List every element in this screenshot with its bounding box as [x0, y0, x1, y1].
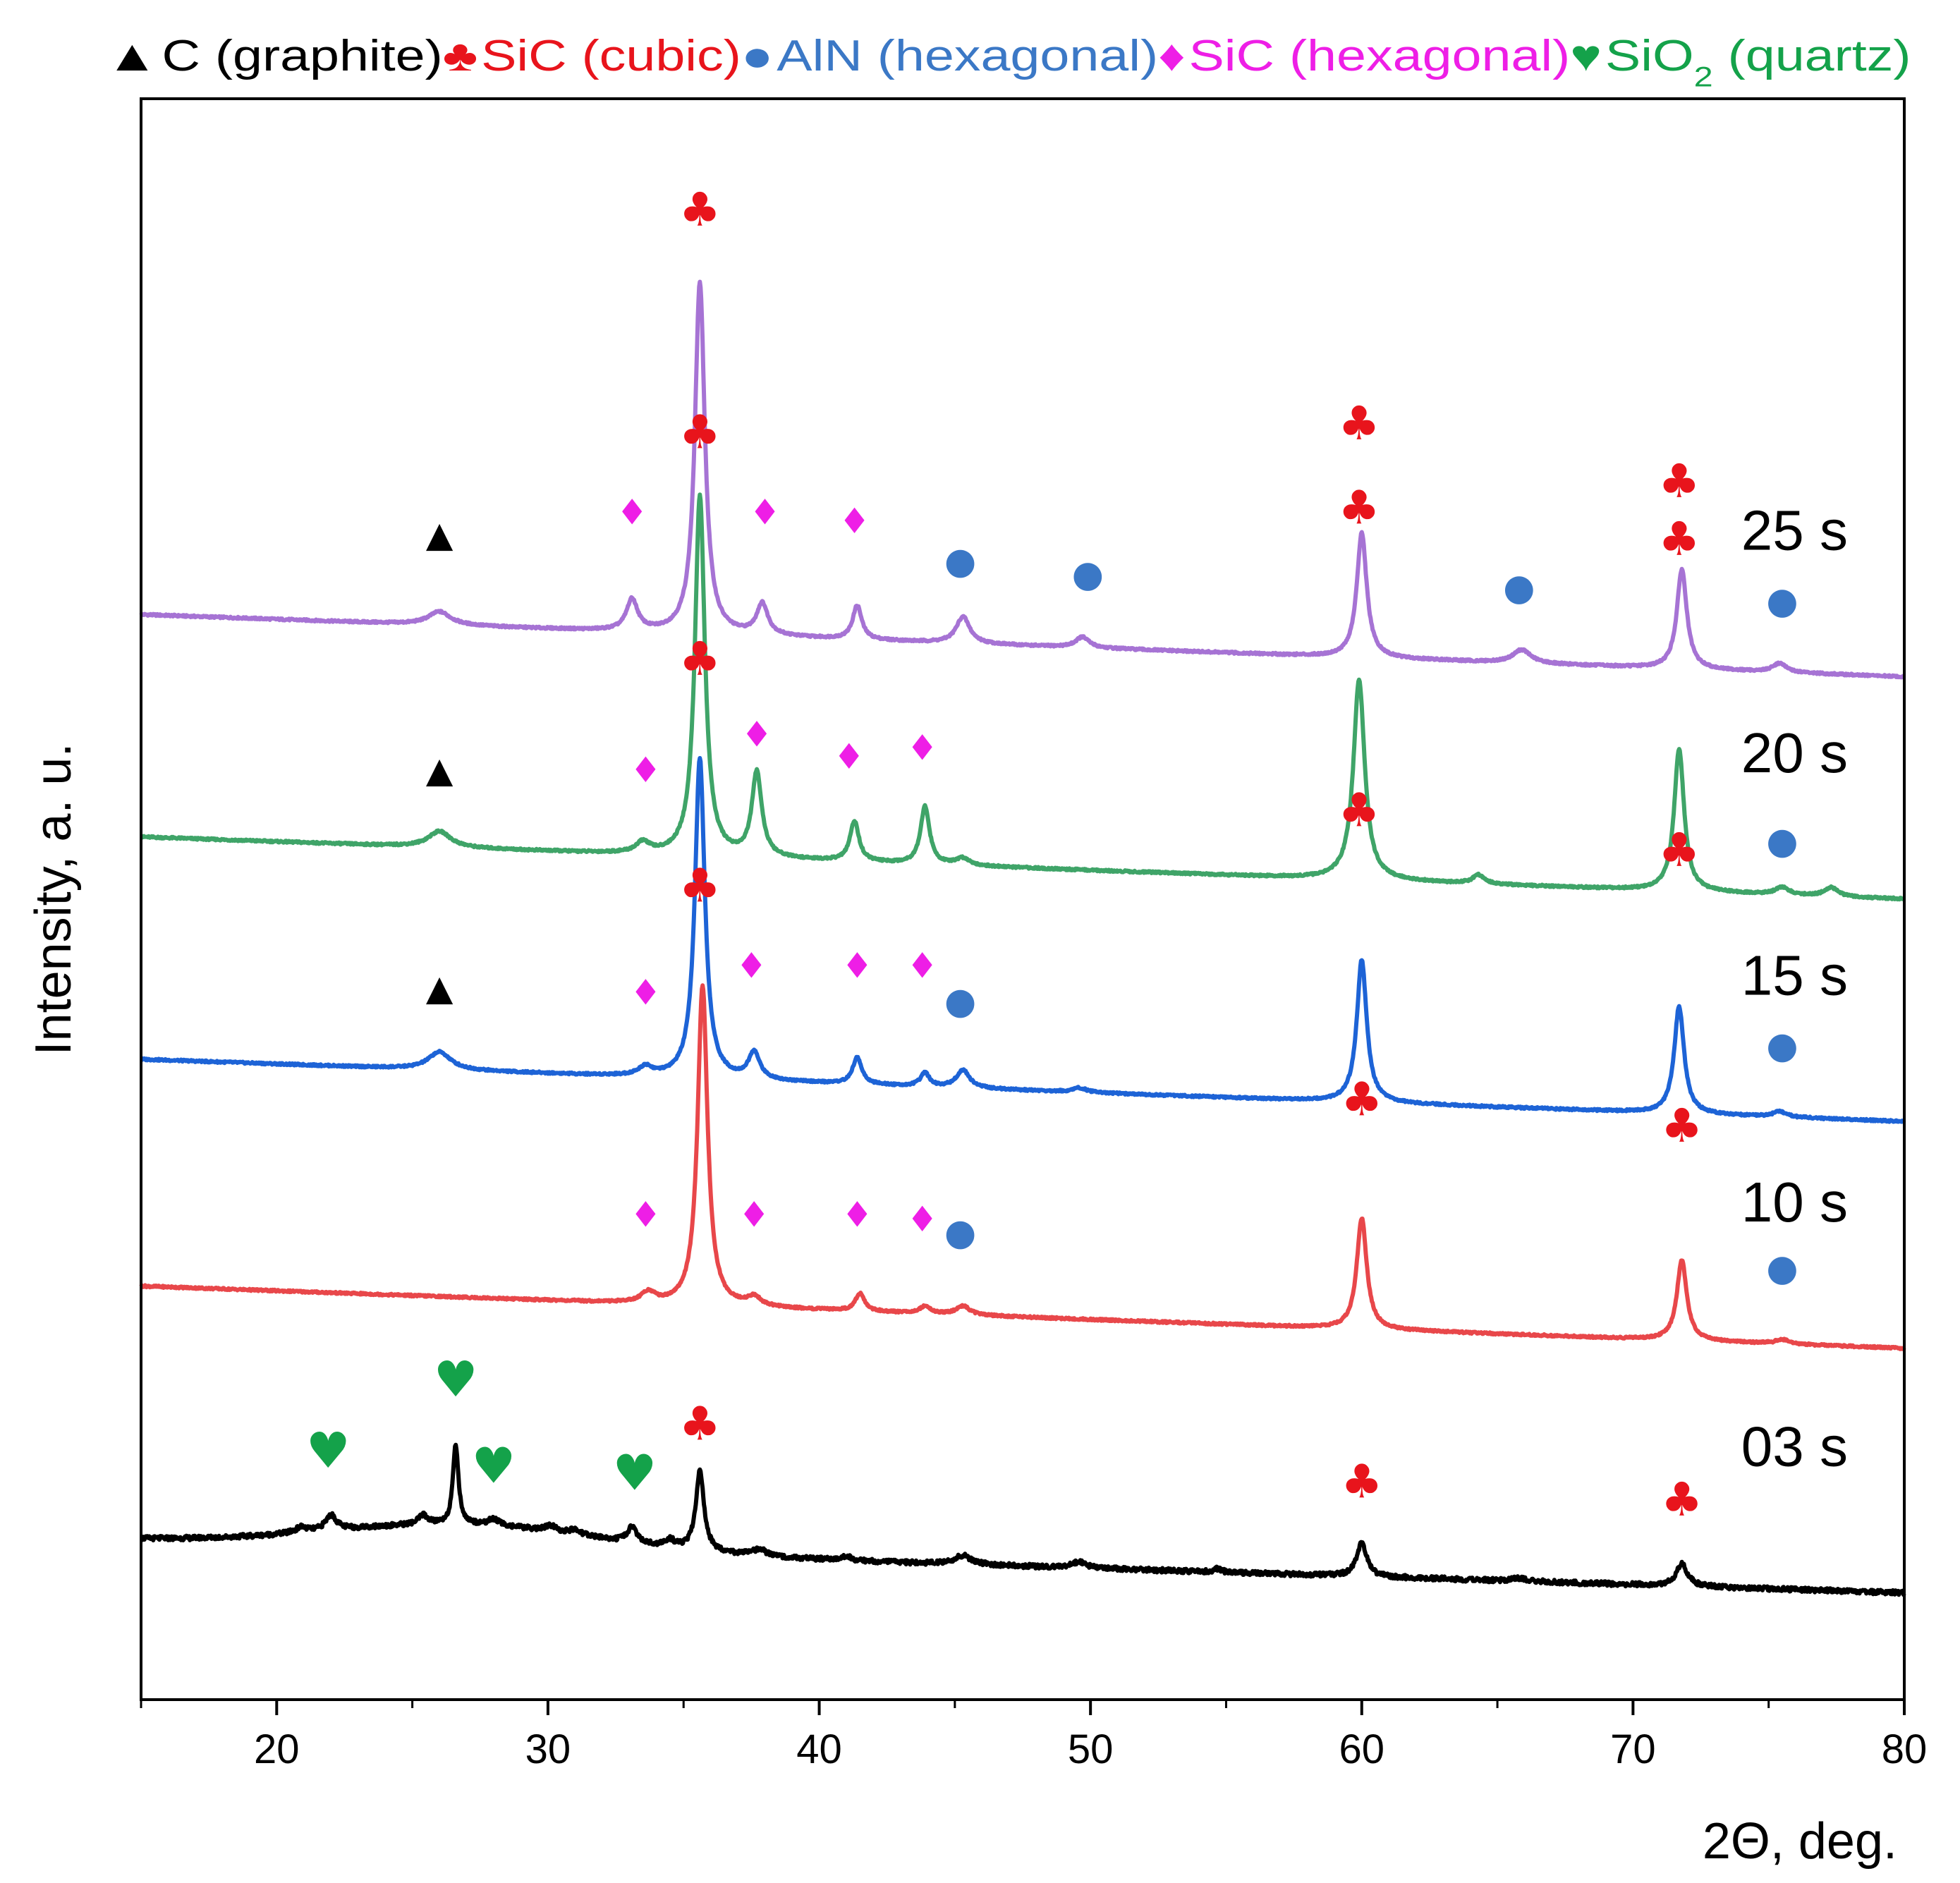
peak-marker-sic_cubic: ♣ [1661, 1099, 1703, 1153]
peak-marker-sic_cubic: ♣ [679, 1397, 721, 1451]
series-label-15s: 15 s [1741, 944, 1848, 1006]
legend-label-tail: (quartz) [1713, 30, 1911, 80]
x-tick-label: 40 [796, 1726, 842, 1772]
series-line-20s [140, 492, 1906, 902]
series-line-25s [139, 279, 1906, 680]
peak-marker-aln_hex: ● [1766, 1025, 1798, 1067]
peak-markers: ▲♦♣♦ ♦● ●♣●♣●▲ ♦♣♦♦ ♦♣♣●▲ ♦♣♦ ♦ ♦●♣♣●♦♣♦ ♦ ♦ ●♣ ♣●♥… [306, 183, 1798, 1527]
peak-marker-sic_hex: ♦ [906, 728, 938, 769]
peak-marker-sic_hex: ♦ [630, 972, 662, 1013]
peak-marker-sic_cubic: ♣ [1661, 1473, 1703, 1527]
peak-marker-graphite: ▲ [426, 968, 454, 1008]
peak-marker-sic_hex: ♦ [738, 1195, 770, 1236]
y-axis-label: Intensity, a. u. [25, 743, 82, 1056]
legend: ▲C (graphite)♣SiC (cubic)●AlN (hexagonal… [106, 30, 1911, 92]
series-line-10s [139, 983, 1906, 1351]
peak-marker-sic_cubic: ♣ [1338, 481, 1380, 535]
peak-marker-sic_cubic: ♣ [1658, 512, 1700, 566]
peak-marker-aln_hex: ● [1072, 554, 1104, 596]
peak-marker-sic_cubic: ♣ [1338, 396, 1380, 451]
peak-marker-aln_hex: ● [944, 540, 976, 583]
plot-frame [140, 97, 1906, 1701]
series-label-25s: 25 s [1741, 499, 1848, 562]
peak-marker-sio2: ♥ [613, 1444, 657, 1501]
peak-marker-aln_hex: ● [1766, 820, 1798, 863]
peak-marker-sic_cubic: ♣ [1658, 823, 1700, 877]
x-axis-label: 2Θ, deg. [1703, 1813, 1897, 1870]
legend-label-graphite: C (graphite) [162, 30, 443, 80]
peak-marker-sio2: ♥ [306, 1422, 351, 1480]
legend-label-sic_hex: SiC (hexagonal) [1188, 30, 1570, 80]
legend-symbol-sic_hex: ♦ [1158, 30, 1185, 80]
peak-marker-sic_cubic: ♣ [679, 183, 721, 237]
peak-marker-sic_hex: ♦ [906, 946, 938, 987]
series-label-10s: 10 s [1741, 1171, 1848, 1233]
peak-marker-sic_hex: ♦ [736, 946, 767, 987]
peak-marker-sic_hex: ♦ [741, 714, 773, 755]
series-label-20s: 20 s [1741, 721, 1848, 784]
legend-symbol-aln_hex: ● [741, 30, 774, 80]
peak-marker-sic_cubic: ♣ [679, 405, 721, 459]
peak-marker-sic_cubic: ♣ [679, 632, 721, 686]
peak-marker-aln_hex: ● [1766, 1247, 1798, 1289]
legend-label-sio2: SiO [1605, 30, 1694, 80]
legend-label-sic_cubic: SiC (cubic) [481, 30, 741, 80]
peak-marker-aln_hex: ● [944, 1212, 976, 1254]
peak-marker-sic_cubic: ♣ [1341, 1455, 1382, 1509]
peak-marker-sic_hex: ♦ [616, 492, 648, 532]
peak-marker-sic_hex: ♦ [841, 1195, 873, 1236]
peak-marker-sic_hex: ♦ [749, 492, 781, 532]
peak-marker-sic_cubic: ♣ [679, 859, 721, 913]
peak-marker-sic_hex: ♦ [833, 736, 865, 777]
series-line-15s [140, 756, 1906, 1124]
x-tick-label: 60 [1339, 1726, 1385, 1772]
peak-marker-graphite: ▲ [426, 750, 454, 791]
peak-marker-aln_hex: ● [944, 980, 976, 1023]
legend-subscript: 2 [1694, 61, 1713, 92]
peak-marker-sic_cubic: ♣ [1658, 454, 1700, 508]
legend-label-aln_hex: AlN (hexagonal) [777, 30, 1158, 80]
peak-marker-sic_hex: ♦ [839, 501, 870, 542]
peak-marker-sic_cubic: ♣ [1341, 1072, 1382, 1126]
peak-marker-sic_hex: ♦ [906, 1199, 938, 1240]
legend-text: ▲C (graphite)♣SiC (cubic)●AlN (hexagonal… [106, 30, 1911, 92]
x-axis: 20 30 40 50 60 70 80 [140, 1700, 1928, 1772]
legend-symbol-sic_cubic: ♣ [443, 30, 478, 80]
x-tick-label: 80 [1882, 1726, 1928, 1772]
series-line-03s [140, 1442, 1906, 1597]
series-lines [139, 279, 1906, 1597]
peak-marker-sio2: ♥ [434, 1351, 478, 1408]
peak-marker-aln_hex: ● [1766, 580, 1798, 623]
legend-symbol-sio2: ♥ [1570, 30, 1602, 80]
peak-marker-sio2: ♥ [472, 1437, 516, 1494]
x-tick-label: 30 [525, 1726, 571, 1772]
series-labels: 25 s 20 s 15 s 10 s 03 s [1741, 499, 1848, 1478]
legend-symbol-graphite: ▲ [106, 30, 159, 80]
peak-marker-sic_hex: ♦ [630, 1195, 662, 1236]
peak-marker-graphite: ▲ [426, 514, 454, 555]
x-tick-label: 20 [254, 1726, 300, 1772]
peak-marker-aln_hex: ● [1503, 567, 1535, 609]
x-tick-label: 70 [1610, 1726, 1656, 1772]
series-label-03s: 03 s [1741, 1415, 1848, 1478]
peak-marker-sic_hex: ♦ [841, 946, 873, 987]
peak-marker-sic_cubic: ♣ [1338, 783, 1380, 837]
x-tick-label: 50 [1068, 1726, 1114, 1772]
peak-marker-sic_hex: ♦ [630, 750, 662, 791]
